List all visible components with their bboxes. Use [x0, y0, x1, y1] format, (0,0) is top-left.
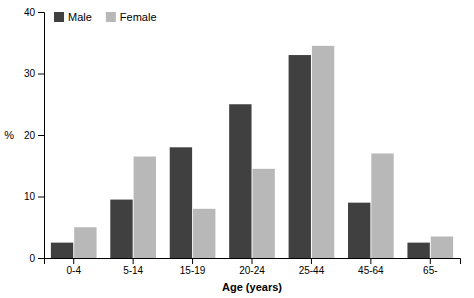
bar	[110, 200, 132, 258]
tick: 20	[24, 130, 44, 141]
legend-label: Female	[120, 11, 157, 23]
tick: 45-64	[358, 258, 384, 276]
tick-mark	[430, 258, 431, 264]
bar	[229, 104, 251, 258]
tick-mark	[311, 258, 312, 264]
bar-series	[74, 46, 453, 258]
legend-swatch	[106, 12, 116, 22]
tick: 15-19	[180, 258, 206, 276]
tick-label: 25-44	[299, 265, 325, 276]
bar	[312, 46, 334, 258]
bar	[170, 147, 192, 258]
plot: 0-4 5-14 15-19 20-24 25-44 45-64 65- 0 10 20 30 40%…	[4, 7, 460, 293]
bar	[407, 243, 429, 258]
tick: 0-4	[66, 258, 81, 276]
x-axis: 0-4 5-14 15-19 20-24 25-44 45-64 65-	[45, 258, 461, 276]
bar-series	[51, 55, 430, 258]
tick-mark	[73, 258, 74, 264]
tick-mark	[252, 258, 253, 264]
tick-label: 5-14	[123, 265, 143, 276]
bar	[134, 157, 156, 258]
bar	[252, 169, 274, 258]
chart: 0-4 5-14 15-19 20-24 25-44 45-64 65- 0 10 20 30 40%…	[0, 0, 474, 298]
axis-line	[38, 13, 45, 259]
tick-mark	[38, 258, 44, 259]
tick: 65-	[423, 258, 437, 276]
tick-label: 30	[24, 68, 36, 79]
bar	[74, 227, 96, 258]
tick-label: 40	[24, 7, 36, 18]
tick-label: 10	[24, 191, 36, 202]
legend-item: Female	[106, 11, 157, 23]
tick-mark	[38, 135, 44, 136]
tick-label: 65-	[423, 265, 437, 276]
bar	[51, 243, 73, 258]
legend-label: Male	[68, 11, 92, 23]
tick-label: 20-24	[239, 265, 265, 276]
tick-label: 0	[29, 253, 35, 264]
bar	[289, 55, 311, 258]
tick-mark	[133, 258, 134, 264]
tick-label: 20	[24, 130, 36, 141]
tick-mark	[38, 197, 44, 198]
legend: Male Female	[54, 11, 157, 23]
bars	[51, 46, 453, 258]
axis-line	[45, 259, 461, 265]
tick-mark	[38, 74, 44, 75]
tick-mark	[192, 258, 193, 264]
legend-swatch	[54, 12, 64, 22]
tick-mark	[370, 258, 371, 264]
y-axis-title: %	[4, 129, 14, 141]
tick: 25-44	[299, 258, 325, 276]
tick-label: 45-64	[358, 265, 384, 276]
tick: 5-14	[123, 258, 143, 276]
bar	[431, 236, 453, 258]
x-axis-title: Age (years)	[222, 281, 282, 293]
tick: 20-24	[239, 258, 265, 276]
bar	[371, 153, 393, 258]
tick-label: 15-19	[180, 265, 206, 276]
tick-label: 0-4	[66, 265, 81, 276]
tick: 10	[24, 191, 44, 202]
bar	[193, 209, 215, 258]
tick: 0	[29, 253, 44, 264]
y-axis: 0 10 20 30 40	[24, 7, 45, 264]
tick-mark	[38, 12, 44, 13]
bar	[348, 203, 370, 258]
tick: 30	[24, 68, 44, 79]
legend-item: Male	[54, 11, 92, 23]
tick: 40	[24, 7, 44, 18]
